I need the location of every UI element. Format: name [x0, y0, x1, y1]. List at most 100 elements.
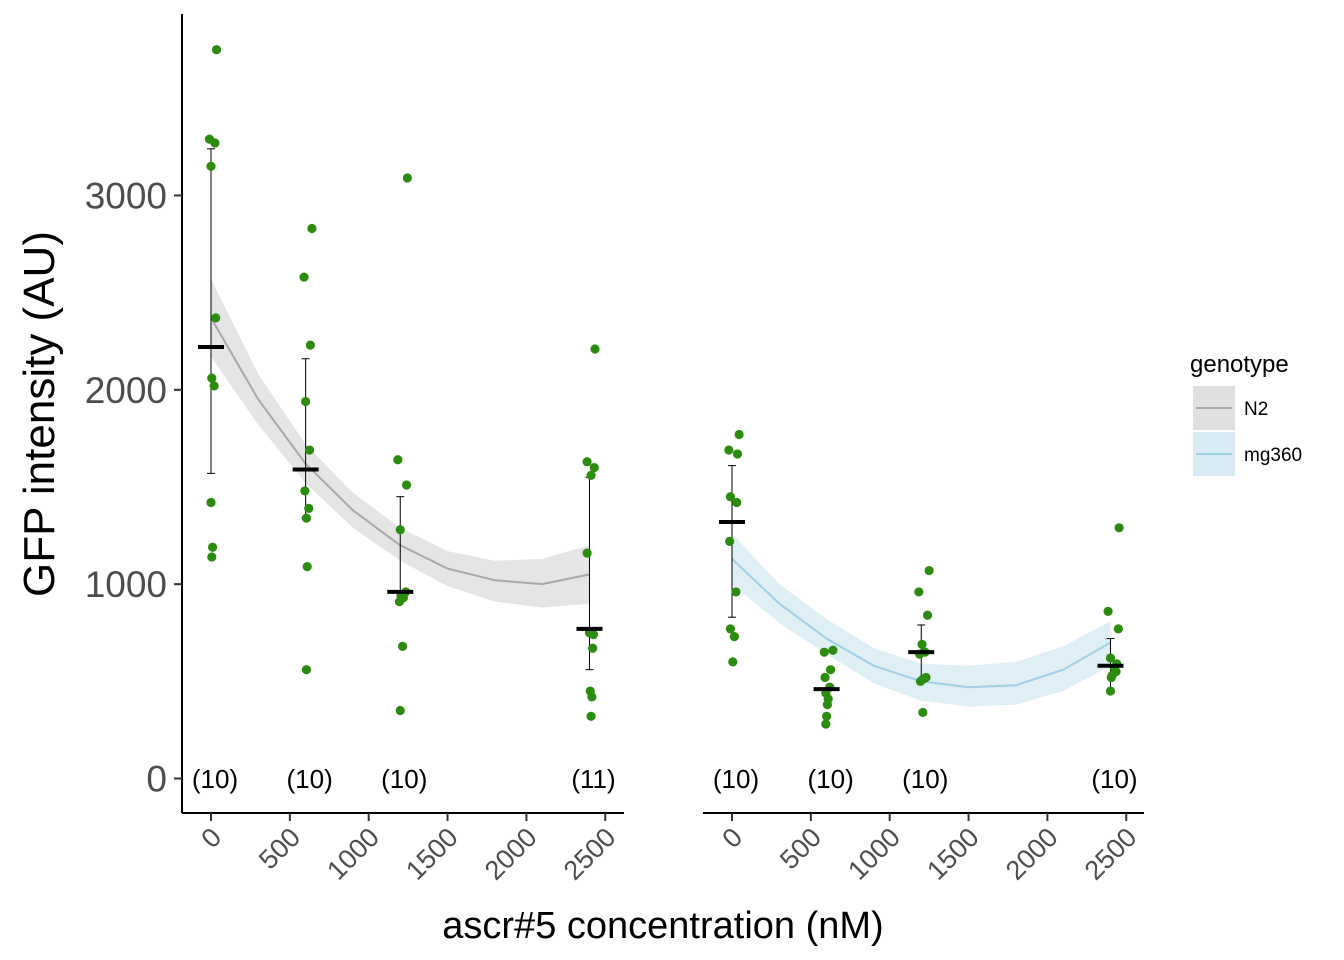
x-tick-label-n2-0: 0: [195, 822, 227, 854]
data-point: [299, 272, 309, 282]
sample-size-label: (10): [381, 764, 427, 794]
data-point: [395, 525, 405, 535]
data-point: [1106, 672, 1116, 683]
data-point: [402, 173, 412, 183]
data-point: [731, 587, 741, 597]
data-point: [394, 597, 405, 607]
data-point: [206, 161, 216, 171]
data-point: [395, 705, 405, 716]
x-tick-label-mg360-0: 0: [716, 822, 748, 854]
data-point: [301, 513, 312, 523]
data-point: [822, 711, 832, 721]
x-tick-label-mg360-2500: 2500: [1079, 822, 1143, 886]
data-point: [207, 542, 218, 552]
data-point: [1105, 653, 1116, 663]
data-point: [210, 138, 220, 148]
data-point: [914, 587, 924, 597]
data-point: [301, 665, 312, 675]
data-point: [1113, 624, 1123, 634]
x-tick-label-n2-1500: 1500: [400, 822, 464, 886]
data-point: [728, 657, 738, 667]
data-point: [822, 700, 833, 710]
data-point: [211, 45, 222, 55]
group-mg360-1200: (10): [902, 565, 948, 794]
data-point: [590, 344, 600, 354]
data-point: [922, 610, 933, 620]
group-n2-1200: (10): [381, 173, 427, 794]
group-mg360-0: (10): [713, 429, 759, 794]
data-point: [307, 223, 317, 234]
y-tick-label-1000: 1000: [85, 564, 167, 605]
sample-size-label: (10): [286, 764, 332, 794]
group-mg360-2400: (10): [1091, 523, 1138, 794]
data-point: [588, 630, 599, 640]
legend-label-n2: N2: [1244, 399, 1268, 420]
x-axis-mg360: 0 500 1000 1500 2000 2500: [703, 812, 1144, 886]
x-tick-label-mg360-2000: 2000: [1000, 822, 1064, 886]
data-point: [587, 692, 597, 702]
data-point: [401, 480, 412, 490]
x-tick-label-mg360-500: 500: [774, 822, 827, 875]
legend-key-mg360: mg360: [1193, 432, 1302, 476]
sample-size-label: (10): [807, 764, 853, 794]
sample-size-label: (11): [571, 764, 615, 794]
data-point: [304, 445, 315, 455]
data-point: [918, 707, 928, 718]
group-n2-600: (10): [286, 223, 333, 794]
x-axis-title: ascr#5 concentration (nM): [442, 905, 883, 947]
legend-key-n2: N2: [1193, 386, 1268, 430]
legend-title: genotype: [1190, 351, 1289, 378]
panel-n2: 0 500 1000 1500 2000 2500 (10) (10) (10) (11): [182, 45, 624, 886]
data-point: [924, 565, 934, 576]
fit-band-mg360: [732, 533, 1111, 707]
data-point: [725, 624, 736, 634]
data-point: [819, 647, 829, 657]
x-tick-label-n2-1000: 1000: [321, 822, 385, 886]
data-point: [734, 429, 744, 440]
data-point: [206, 497, 216, 508]
data-point: [393, 455, 403, 465]
legend: genotype N2 mg360: [1190, 351, 1302, 476]
y-axis-title: GFP intensity (AU): [15, 231, 64, 597]
data-point: [588, 643, 598, 653]
group-n2-2400: (11): [571, 344, 616, 794]
data-point: [207, 552, 217, 562]
group-n2-0: (10): [192, 45, 238, 794]
data-point: [821, 719, 831, 729]
y-tick-label-3000: 3000: [85, 175, 167, 216]
data-point: [828, 645, 838, 655]
group-mg360-600: (10): [807, 645, 854, 794]
sample-size-label: (10): [713, 764, 759, 794]
x-axis-n2: 0 500 1000 1500 2000 2500: [182, 812, 624, 886]
x-tick-label-n2-2000: 2000: [479, 822, 543, 886]
data-point: [732, 497, 742, 508]
data-point: [586, 470, 596, 480]
data-point: [1114, 523, 1124, 533]
x-tick-label-mg360-1500: 1500: [921, 822, 985, 886]
data-point: [211, 313, 221, 323]
data-point: [586, 711, 596, 721]
x-tick-label-n2-2500: 2500: [558, 822, 622, 886]
data-point: [582, 548, 592, 558]
data-point: [725, 492, 736, 502]
data-point: [398, 641, 408, 651]
data-point: [732, 449, 743, 459]
data-point: [301, 396, 311, 407]
sample-size-label: (10): [1091, 764, 1137, 794]
data-point: [820, 672, 830, 683]
data-point: [209, 381, 219, 391]
data-point: [1103, 606, 1113, 616]
data-point: [825, 665, 836, 675]
sample-size-label: (10): [902, 764, 948, 794]
sample-size-label: (10): [192, 764, 238, 794]
x-tick-label-mg360-1000: 1000: [842, 822, 906, 886]
data-point: [917, 639, 927, 649]
data-point: [915, 676, 926, 686]
data-point: [302, 562, 312, 572]
data-point: [582, 457, 592, 467]
data-point: [1105, 686, 1116, 696]
data-point: [724, 445, 734, 455]
data-point: [304, 503, 314, 513]
data-point: [729, 632, 739, 642]
